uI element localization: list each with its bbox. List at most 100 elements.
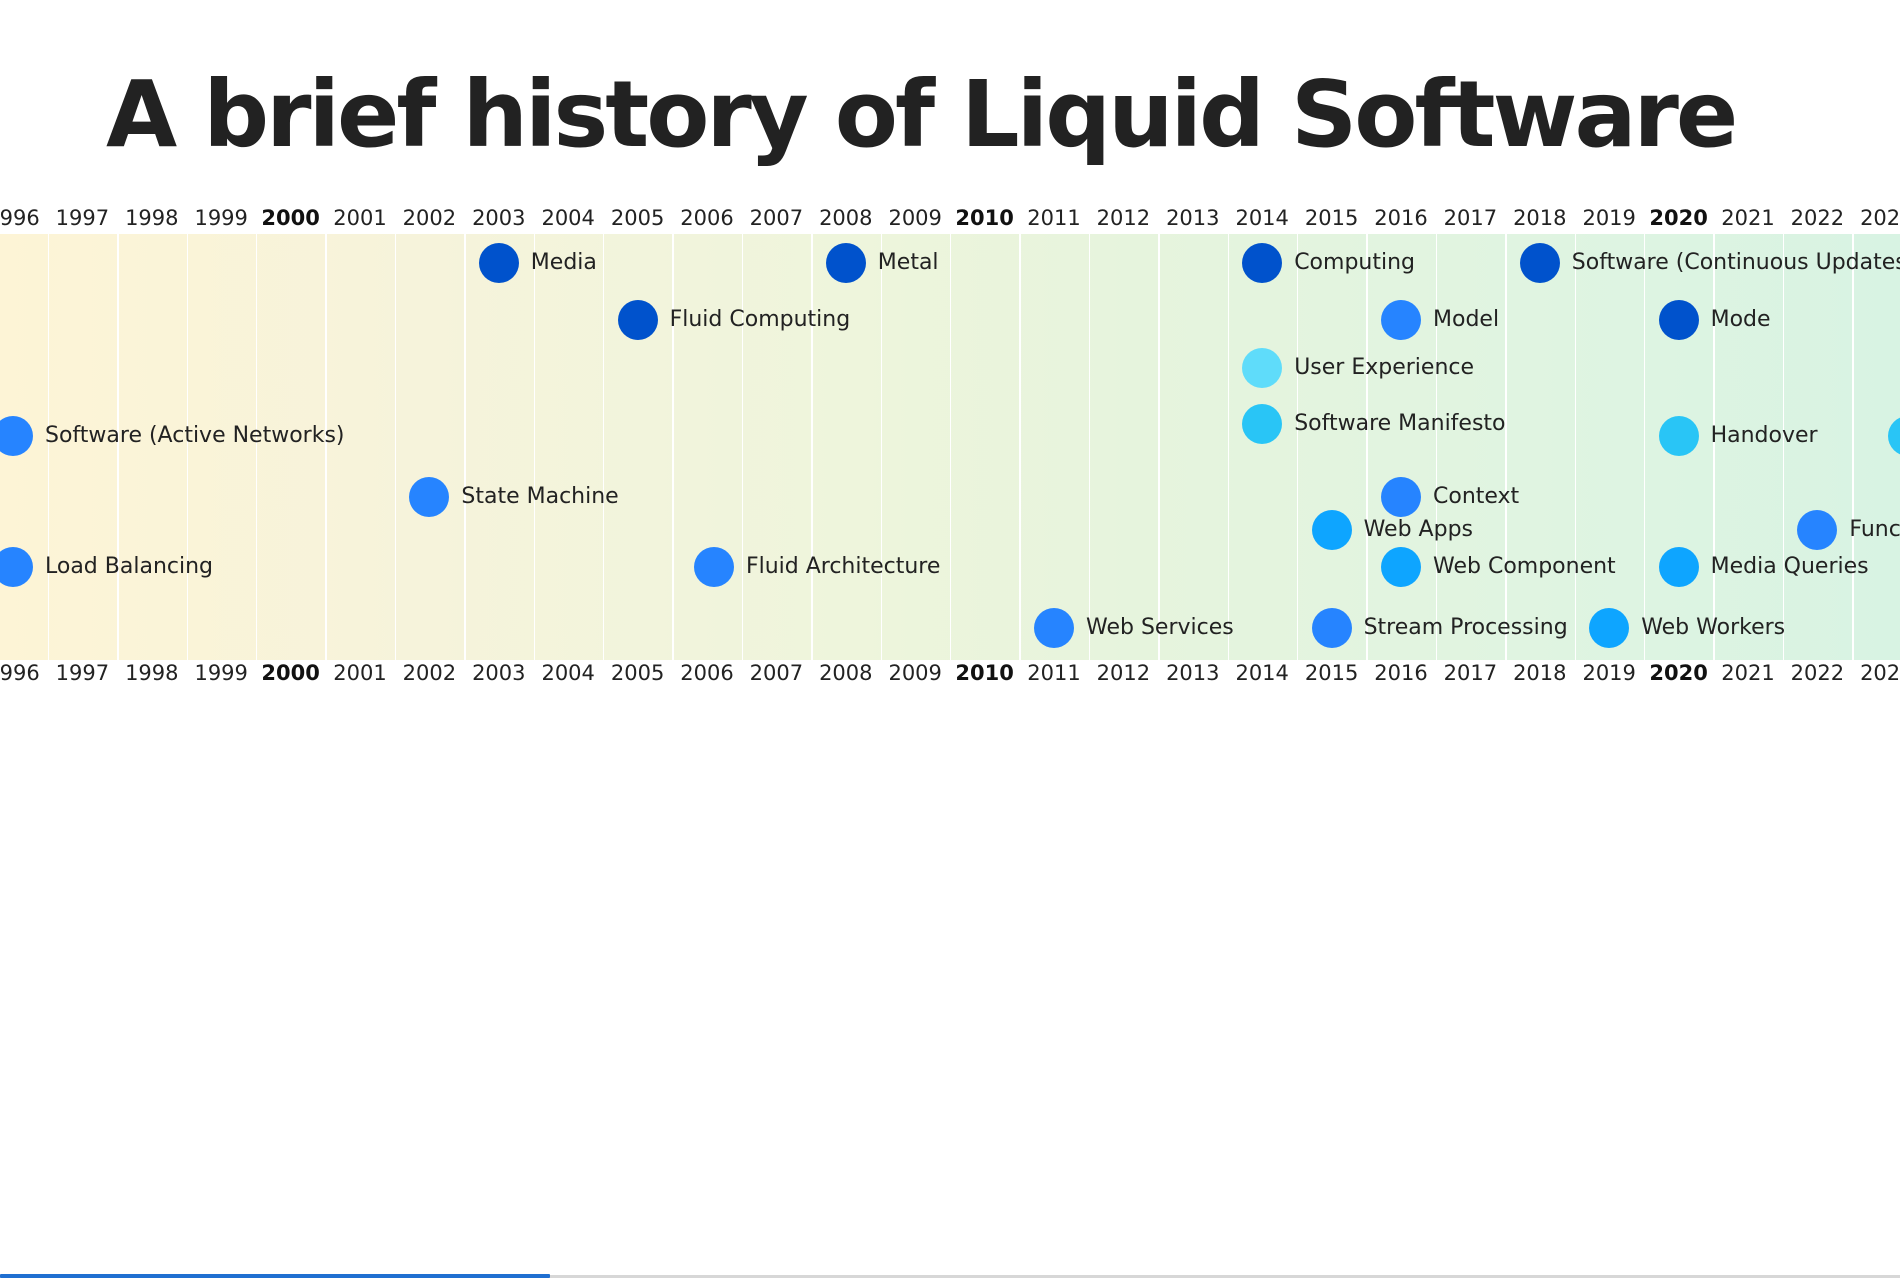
event-marker-dot[interactable]: [1658, 416, 1699, 456]
timeline-event[interactable]: Metal: [825, 243, 939, 283]
event-marker-dot[interactable]: [1589, 608, 1630, 648]
event-label: Web Workers: [1641, 615, 1786, 640]
year-gridline: [464, 234, 466, 660]
timeline-event[interactable]: [1887, 416, 1900, 456]
year-label-top: 2009: [888, 206, 942, 230]
scrollbar-thumb[interactable]: [0, 1274, 550, 1278]
year-label-top: 2022: [1790, 206, 1845, 230]
year-gridline: [1088, 234, 1091, 660]
year-label-top: 2004: [541, 206, 595, 230]
year-gridline: [394, 234, 397, 660]
year-label-top: 2021: [1721, 206, 1775, 230]
year-gridline: [1574, 234, 1576, 660]
event-marker-dot[interactable]: [825, 243, 866, 283]
year-gridline: [602, 234, 605, 660]
event-marker-dot[interactable]: [1242, 404, 1283, 444]
event-label: User Experience: [1294, 355, 1475, 380]
year-gridline: [1227, 234, 1229, 660]
year-gridline: [1852, 234, 1854, 660]
year-label-bottom: 2011: [1027, 661, 1081, 685]
year-label-bottom: 2017: [1443, 661, 1498, 685]
event-label: Context: [1433, 484, 1520, 509]
year-gridline: [533, 234, 535, 660]
timeline-event[interactable]: Software (Continuous Updates): [1519, 243, 1900, 283]
timeline-event[interactable]: Context: [1381, 477, 1519, 517]
event-marker-dot[interactable]: [1311, 510, 1352, 550]
event-marker-dot[interactable]: [1658, 547, 1699, 587]
year-label-bottom: 1997: [55, 661, 110, 685]
year-label-top: 2019: [1582, 206, 1636, 230]
timeline-event[interactable]: Software (Active Networks): [0, 416, 345, 456]
year-label-top: 2012: [1096, 206, 1151, 230]
year-label-top: 2015: [1304, 206, 1359, 230]
event-label: Stream Processing: [1363, 615, 1568, 640]
year-label-bottom: 2001: [333, 661, 387, 685]
horizontal-scrollbar[interactable]: [0, 1275, 1900, 1278]
timeline-event[interactable]: Web Component: [1381, 547, 1616, 587]
timeline-event[interactable]: User Experience: [1242, 348, 1474, 388]
event-label: State Machine: [461, 484, 619, 509]
timeline-event[interactable]: Fluid Architecture: [693, 547, 940, 587]
timeline-event[interactable]: Media Queries: [1658, 547, 1869, 587]
timeline-event[interactable]: Functions: [1797, 510, 1900, 550]
event-marker-dot[interactable]: [1381, 477, 1421, 517]
year-gridline: [1643, 234, 1646, 660]
timeline-event[interactable]: Load Balancing: [0, 547, 213, 587]
timeline-event[interactable]: Web Workers: [1589, 608, 1785, 648]
timeline-event[interactable]: Mode: [1658, 300, 1771, 340]
year-gridline: [1782, 234, 1785, 660]
timeline-event[interactable]: Software Manifesto: [1242, 404, 1506, 444]
event-marker-dot[interactable]: [1381, 300, 1421, 340]
event-marker-dot[interactable]: [1242, 348, 1283, 388]
event-label: Software Manifesto: [1294, 411, 1506, 436]
event-marker-dot[interactable]: [1242, 243, 1283, 283]
event-label: Mode: [1710, 307, 1771, 332]
event-marker-dot[interactable]: [1658, 300, 1699, 340]
year-label-top: 2016: [1374, 206, 1428, 230]
year-label-bottom: 2022: [1790, 661, 1845, 685]
year-gridline: [1713, 234, 1715, 660]
event-label: Metal: [877, 250, 939, 275]
event-marker-dot[interactable]: [1519, 243, 1560, 283]
year-label-bottom: 2000: [261, 661, 320, 685]
year-label-bottom: 2020: [1649, 661, 1708, 685]
year-label-bottom: 2003: [472, 661, 526, 685]
year-label-top: 1997: [55, 206, 110, 230]
event-marker-dot[interactable]: [0, 416, 33, 456]
timeline-event[interactable]: Web Services: [1034, 608, 1234, 648]
year-gridline: [255, 234, 258, 660]
event-marker-dot[interactable]: [1311, 608, 1352, 648]
year-gridline: [672, 234, 674, 660]
year-label-bottom: 2009: [888, 661, 942, 685]
timeline-event[interactable]: Handover: [1658, 416, 1818, 456]
timeline-event[interactable]: Fluid Computing: [617, 300, 850, 340]
event-marker-dot[interactable]: [1797, 510, 1838, 550]
event-marker-dot[interactable]: [478, 243, 519, 283]
year-label-top: 2006: [680, 206, 734, 230]
timeline-event[interactable]: State Machine: [409, 477, 619, 517]
year-label-bottom: 2016: [1374, 661, 1428, 685]
year-label-top: 2014: [1235, 206, 1289, 230]
timeline-event[interactable]: Model: [1381, 300, 1499, 340]
event-marker-dot[interactable]: [0, 547, 33, 587]
event-label: Software (Active Networks): [45, 423, 345, 448]
event-marker-dot[interactable]: [617, 300, 658, 340]
year-label-bottom: 2002: [402, 661, 457, 685]
year-label-top: 1998: [125, 206, 179, 230]
timeline-event[interactable]: Stream Processing: [1311, 608, 1568, 648]
year-label-top: 2007: [749, 206, 804, 230]
year-label-top: 2010: [955, 206, 1014, 230]
event-marker-dot[interactable]: [693, 547, 734, 587]
event-marker-dot[interactable]: [1887, 416, 1900, 456]
event-marker-dot[interactable]: [409, 477, 450, 517]
event-marker-dot[interactable]: [1034, 608, 1074, 648]
event-label: Web Apps: [1363, 517, 1473, 542]
timeline-event[interactable]: Media: [478, 243, 597, 283]
event-label: Handover: [1710, 423, 1818, 448]
event-label: Media Queries: [1710, 554, 1869, 579]
year-label-top: 2000: [261, 206, 320, 230]
timeline-event[interactable]: Computing: [1242, 243, 1415, 283]
timeline-event[interactable]: Web Apps: [1311, 510, 1473, 550]
year-label-top: 2017: [1443, 206, 1498, 230]
event-marker-dot[interactable]: [1381, 547, 1421, 587]
